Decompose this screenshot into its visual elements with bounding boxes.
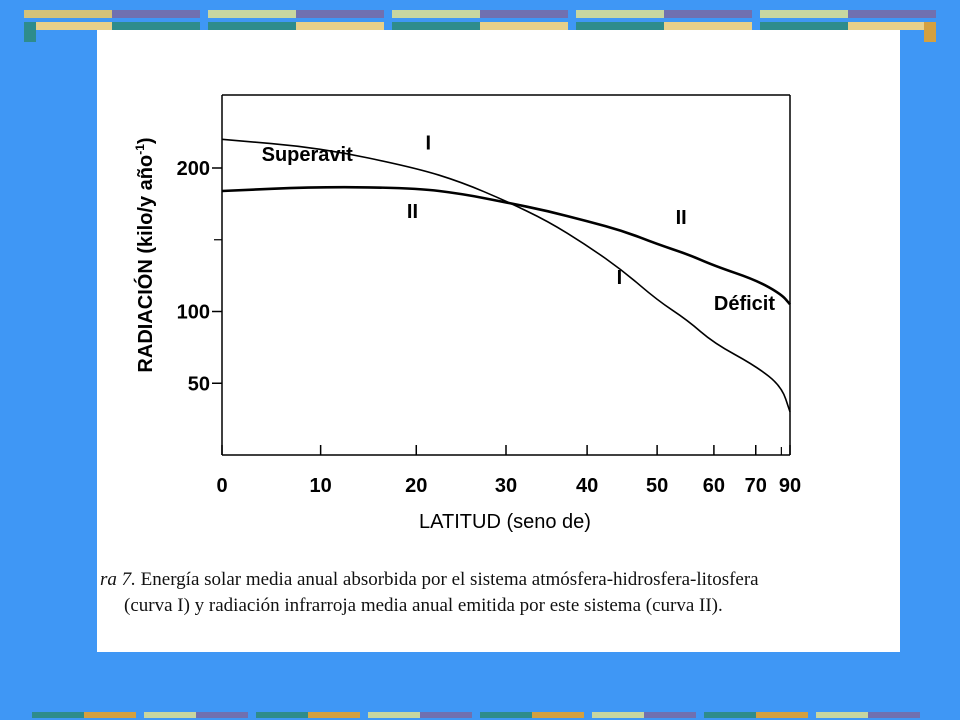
deco-bar xyxy=(392,10,480,18)
y-axis-label-main: RADIACIÓN (kilo/y año xyxy=(133,155,157,373)
deco-bar xyxy=(112,10,200,18)
x-tick-label: 30 xyxy=(495,475,517,497)
deco-bar xyxy=(24,22,36,42)
chart-series xyxy=(221,138,791,413)
deco-bar xyxy=(368,712,420,718)
deco-bar xyxy=(480,712,532,718)
x-tick-label: 60 xyxy=(703,475,725,497)
x-tick-label: 0 xyxy=(216,475,227,497)
series-line-I xyxy=(221,138,791,413)
caption-figure-number: ra 7. xyxy=(100,569,136,590)
deco-bar xyxy=(256,712,308,718)
caption-line-2: (curva I) y radiación infrarroja media a… xyxy=(124,595,723,616)
y-tick-label: 50 xyxy=(188,373,210,395)
x-tick-label: 20 xyxy=(405,475,427,497)
chart-ticks: 0 10 20 30 40 50 60 70 90 50 100 200 xyxy=(177,158,802,497)
deco-bar xyxy=(296,10,384,18)
x-tick-label: 90 xyxy=(779,475,801,497)
deco-bar xyxy=(760,22,848,30)
deco-bar xyxy=(756,712,808,718)
x-tick-label: 50 xyxy=(646,475,668,497)
deco-bar xyxy=(480,10,568,18)
figure-caption: ra 7. Energía solar media anual absorbid… xyxy=(100,567,890,619)
deco-bar xyxy=(208,10,296,18)
annotation-label: I xyxy=(617,267,623,289)
annotation-label: II xyxy=(407,201,418,223)
deco-bar xyxy=(848,22,936,30)
deco-bar xyxy=(84,712,136,718)
y-axis-label-close: ) xyxy=(135,137,157,144)
annotation-label: I xyxy=(426,132,432,154)
deco-bar xyxy=(664,10,752,18)
y-axis-label-superscript: -1 xyxy=(133,144,147,155)
deco-bar xyxy=(924,22,936,42)
deco-bar xyxy=(24,10,112,18)
series-line-II xyxy=(221,185,791,306)
x-tick-label: 70 xyxy=(745,475,767,497)
annotation-label: Déficit xyxy=(714,293,775,315)
deco-bar xyxy=(532,712,584,718)
deco-bar xyxy=(868,712,920,718)
caption-text-1: Energía solar media anual absorbida por … xyxy=(140,569,759,590)
deco-bar xyxy=(144,712,196,718)
deco-bar xyxy=(644,712,696,718)
deco-bar xyxy=(576,10,664,18)
deco-bar xyxy=(664,22,752,30)
deco-bar xyxy=(480,22,568,30)
y-axis-label: RADIACIÓN (kilo/y año-1) xyxy=(133,137,157,372)
deco-bar xyxy=(208,22,296,30)
deco-bar xyxy=(760,10,848,18)
deco-bar xyxy=(704,712,756,718)
y-tick-label: 100 xyxy=(177,302,210,324)
y-tick-label: 200 xyxy=(177,158,210,180)
x-tick-label: 10 xyxy=(310,475,332,497)
annotation-label: II xyxy=(676,207,687,229)
deco-bar xyxy=(112,22,200,30)
deco-bar xyxy=(420,712,472,718)
deco-bar xyxy=(592,712,644,718)
deco-bar xyxy=(392,22,480,30)
deco-bar xyxy=(36,22,112,30)
deco-bar xyxy=(308,712,360,718)
annotation-label: Superavit xyxy=(262,144,353,166)
deco-bar xyxy=(32,712,84,718)
deco-bar xyxy=(816,712,868,718)
figure-panel xyxy=(97,30,900,652)
caption-line-1: ra 7. Energía solar media anual absorbid… xyxy=(100,567,890,593)
deco-bar xyxy=(296,22,384,30)
deco-bar xyxy=(196,712,248,718)
deco-bar xyxy=(848,10,936,18)
deco-bar xyxy=(576,22,664,30)
x-axis-label: LATITUD (seno de) xyxy=(419,511,591,533)
x-tick-label: 40 xyxy=(576,475,598,497)
